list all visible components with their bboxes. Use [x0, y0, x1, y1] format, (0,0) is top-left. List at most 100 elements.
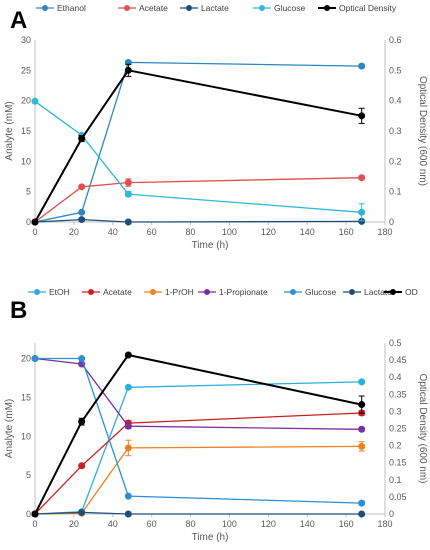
y2-axis-title: Optical Density (600 nm): [417, 76, 428, 186]
legend-item: Lactate: [180, 3, 229, 13]
x-tick-label: 80: [186, 519, 196, 529]
legend-swatch-marker: [34, 289, 40, 295]
y2-tick-label: 0.25: [389, 424, 407, 434]
y2-tick-label: 0.1: [389, 475, 402, 485]
legend-label: 1-PrOH: [165, 287, 194, 297]
data-point: [358, 401, 366, 409]
legend-label: Glucose: [305, 287, 336, 297]
data-point: [124, 190, 132, 198]
series-glucose: [31, 355, 366, 507]
legend-item: 1-PrOH: [144, 287, 194, 297]
y-axis-title: Analyte (mM): [4, 101, 15, 160]
data-point: [31, 97, 39, 105]
y-tick-label: 15: [21, 126, 31, 136]
data-point: [78, 418, 86, 426]
y-tick-label: 0: [26, 217, 31, 227]
data-point: [124, 179, 132, 187]
x-tick-label: 0: [32, 227, 37, 237]
legend-label: EtOH: [49, 287, 70, 297]
x-tick-label: 140: [300, 227, 315, 237]
legend-item: Lactate: [343, 287, 392, 297]
series-lactate: [31, 216, 366, 226]
legend-swatch-marker: [88, 289, 94, 295]
legend: EtOH Acetate 1-PrOH 1-Propionate Glucose Lact…: [28, 287, 418, 297]
legend-item: Acetate: [118, 3, 168, 13]
legend-swatch-marker: [42, 5, 48, 11]
legend-item: 1-Propionate: [198, 287, 268, 297]
legend-label: 1-Propionate: [219, 287, 268, 297]
data-point: [124, 422, 132, 430]
data-point: [124, 218, 132, 226]
y2-tick-label: 0: [389, 217, 394, 227]
legend-swatch-marker: [124, 5, 130, 11]
y2-tick-label: 0.5: [389, 65, 402, 75]
y-axis-title: Analyte (mM): [4, 399, 15, 458]
series-1-propionate: [31, 355, 366, 433]
series-od: [31, 351, 366, 518]
data-point: [78, 135, 86, 143]
x-tick-label: 80: [186, 227, 196, 237]
y2-tick-label: 0: [389, 509, 394, 519]
y2-tick-label: 0.2: [389, 156, 402, 166]
legend-label: Lactate: [201, 3, 229, 13]
y2-tick-label: 0.6: [389, 35, 402, 45]
panel-label: A: [10, 7, 27, 34]
x-tick-label: 60: [147, 227, 157, 237]
y2-tick-label: 0.3: [389, 406, 402, 416]
x-tick-label: 100: [222, 519, 237, 529]
x-tick-label: 40: [108, 519, 118, 529]
legend-label: Lactate: [364, 287, 392, 297]
y2-tick-label: 0.45: [389, 355, 407, 365]
legend-swatch-marker: [290, 289, 296, 295]
y-tick-label: 15: [21, 392, 31, 402]
series-optical-density: [31, 63, 366, 226]
y2-tick-label: 0.05: [389, 492, 407, 502]
x-tick-label: 100: [222, 227, 237, 237]
y2-tick-label: 0.4: [389, 372, 402, 382]
panel-label: B: [10, 297, 27, 324]
legend-swatch-marker: [150, 289, 156, 295]
y2-tick-label: 0.1: [389, 187, 402, 197]
data-point: [31, 355, 39, 363]
series-line: [34, 61, 362, 223]
x-tick-label: 140: [300, 519, 315, 529]
legend-label: Glucose: [274, 3, 305, 13]
y-tick-label: 10: [21, 156, 31, 166]
data-point: [124, 351, 132, 359]
y2-tick-label: 0.4: [389, 96, 402, 106]
data-point: [124, 510, 132, 518]
series-line: [34, 511, 362, 515]
series-acetate: [31, 409, 366, 518]
series-line: [34, 100, 362, 213]
data-point: [31, 510, 39, 518]
legend-swatch-marker: [390, 289, 396, 295]
x-axis-title: Time (h): [192, 532, 229, 543]
legend-swatch-marker: [186, 5, 192, 11]
x-tick-label: 60: [147, 519, 157, 529]
data-point: [124, 383, 132, 391]
x-tick-label: 180: [377, 227, 392, 237]
y-tick-label: 20: [21, 354, 31, 364]
legend-item: Acetate: [82, 287, 132, 297]
data-point: [78, 462, 86, 470]
y-tick-label: 30: [21, 35, 31, 45]
data-point: [358, 174, 366, 182]
x-axis-title: Time (h): [192, 240, 229, 251]
legend: Ethanol Acetate Lactate Glucose Optical Dens…: [36, 3, 397, 13]
data-point: [78, 355, 86, 363]
y-tick-label: 5: [26, 187, 31, 197]
x-tick-label: 20: [69, 519, 79, 529]
series-line: [34, 218, 362, 223]
series-line: [34, 357, 362, 430]
y-tick-label: 5: [26, 470, 31, 480]
x-tick-label: 40: [108, 227, 118, 237]
y-tick-label: 10: [21, 431, 31, 441]
series-line: [34, 177, 362, 223]
data-point: [124, 66, 132, 74]
y2-tick-label: 0.3: [389, 126, 402, 136]
x-tick-label: 160: [339, 227, 354, 237]
data-point: [78, 216, 86, 224]
legend-item: EtOH: [28, 287, 70, 297]
data-point: [31, 218, 39, 226]
